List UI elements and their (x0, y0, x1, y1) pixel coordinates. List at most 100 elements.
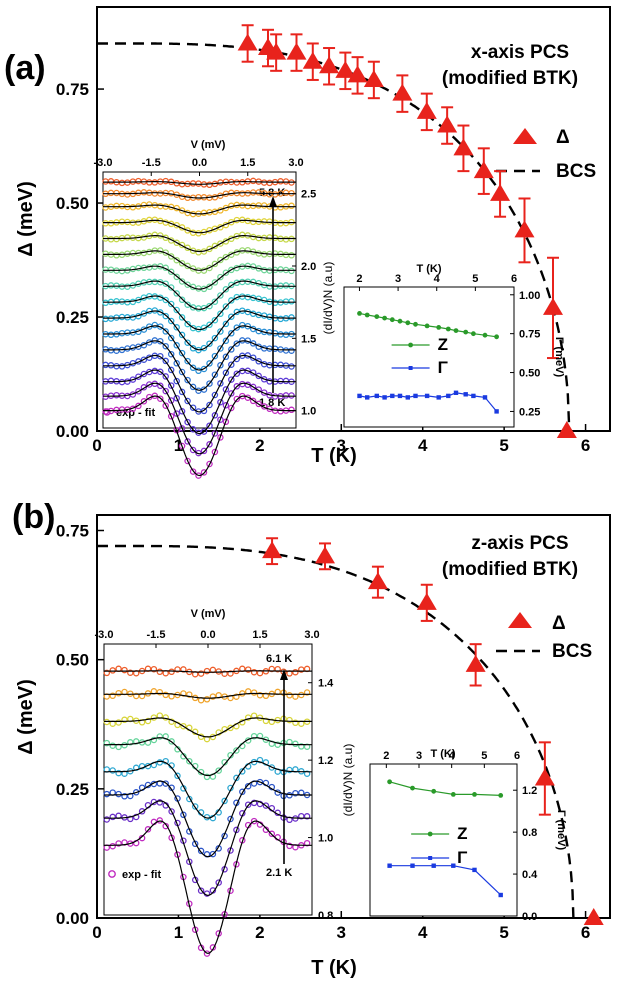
delta-point (347, 65, 368, 83)
spectrum-fit-line (103, 295, 296, 331)
spectrum-data-point (222, 418, 230, 426)
spectrum-data-point (209, 693, 217, 700)
spectrum-data-point (173, 394, 180, 402)
spectrum-data-point (217, 416, 224, 423)
params-legend-label: Z (457, 824, 467, 843)
spectrum-data-point (222, 402, 230, 409)
spectrum-data-point (173, 360, 180, 367)
spectrum-data-point (173, 342, 180, 349)
spectrum-data-point (303, 813, 311, 820)
spectrum-data-point (189, 404, 197, 411)
delta-point (237, 33, 258, 51)
spectrum-data-point (178, 331, 186, 339)
spectrum-data-point (103, 669, 111, 677)
spectrum-data-point (132, 789, 140, 796)
params-gamma-point (451, 863, 456, 868)
spectrum-data-point (140, 384, 148, 391)
spectrum-data-point (109, 667, 116, 674)
spectrum-data-point (109, 692, 116, 700)
spectrum-data-point (233, 340, 241, 347)
x-tick-label: 0 (92, 436, 101, 455)
spectrum-data-point (222, 204, 230, 212)
spectrum-data-point (184, 301, 191, 308)
spectrum-data-point (249, 340, 257, 347)
spectrum-data-point (206, 380, 213, 387)
spectrum-data-point (178, 241, 186, 249)
spectrum-data-point (203, 773, 211, 781)
spectrum-data-point (274, 741, 281, 748)
spectrum-data-point (217, 310, 224, 318)
delta-point (437, 115, 458, 133)
spectrum-data-point (138, 762, 146, 770)
spectrum-data-point (268, 830, 276, 838)
inset-x-tick-label: -3.0 (95, 629, 114, 641)
spectrum-data-point (150, 736, 158, 744)
spectrum-data-point (173, 290, 180, 297)
spectrum-data-point (217, 240, 224, 247)
params-z-point (382, 315, 387, 321)
params-gamma-point (498, 892, 503, 898)
inset-y-tick-label: 2.5 (301, 189, 316, 201)
spectrum-fit-line (104, 760, 312, 819)
spectrum-data-point (227, 815, 234, 823)
spectrum-data-point (184, 376, 191, 384)
high-temp-label: 6.1 K (266, 653, 292, 665)
x-tick-label: 1 (174, 923, 183, 942)
spectrum-fit-line (103, 280, 296, 310)
spectrum-data-point (250, 668, 258, 676)
spectrum-data-point (115, 840, 122, 847)
spectrum-data-point (217, 256, 224, 264)
spectrum-data-point (168, 738, 175, 745)
x-tick-label: 2 (255, 436, 264, 455)
spectrum-data-point (156, 688, 164, 696)
params-x-tick-label: 3 (395, 273, 401, 285)
spectrum-data-point (191, 803, 199, 810)
spectrum-data-point (211, 298, 219, 305)
params-gamma-point (471, 393, 476, 399)
params-z-point (463, 329, 469, 335)
delta-point (335, 60, 356, 78)
spectrum-data-point (203, 696, 211, 703)
x-tick-label: 6 (581, 923, 590, 942)
spectrum-data-point (268, 665, 276, 673)
low-temp-label: 2.1 K (266, 867, 292, 879)
params-y-label: Γ (meV) (555, 810, 567, 851)
params-gamma-point (446, 393, 451, 399)
spectrum-fit-line (103, 325, 296, 371)
spectrum-data-point (211, 371, 219, 378)
params-x-tick-label: 3 (416, 750, 422, 762)
spectrum-data-point (244, 367, 252, 375)
spectrum-data-point (150, 665, 158, 673)
spectrum-fit-line (103, 395, 296, 477)
spectrum-fit-line (103, 250, 296, 271)
spectrum-data-point (211, 279, 219, 286)
spectrum-data-point (268, 718, 276, 726)
spectrum-data-point (206, 340, 213, 347)
spectrum-data-point (103, 739, 111, 747)
spectrum-data-point (222, 286, 230, 293)
spectrum-data-point (173, 324, 180, 331)
spectrum-data-point (184, 438, 191, 445)
params-z-point (453, 328, 459, 333)
spectrum-data-point (255, 386, 262, 393)
params-legend-marker (408, 366, 413, 370)
spectrum-data-point (228, 266, 235, 274)
legend-delta-label: Δ (552, 613, 566, 634)
spectrum-fit-line (103, 369, 296, 435)
spectrum-data-point (274, 665, 281, 673)
y-tick-label: 0.00 (56, 422, 89, 441)
x-axis-label: T (K) (311, 445, 357, 467)
spectrum-data-point (129, 376, 137, 383)
spectrum-data-point (162, 691, 169, 699)
spectrum-fit-line (103, 219, 296, 234)
params-z-point (364, 312, 370, 318)
inset-y-tick-label: 1.0 (318, 833, 333, 845)
spectrum-fit-line (103, 310, 296, 351)
params-x-tick-label: 2 (383, 750, 389, 762)
spectrum-data-point (151, 392, 159, 400)
spectrum-data-point (162, 714, 169, 721)
params-z-point (389, 317, 395, 323)
delta-point (514, 220, 535, 238)
spectrum-data-point (298, 666, 305, 673)
